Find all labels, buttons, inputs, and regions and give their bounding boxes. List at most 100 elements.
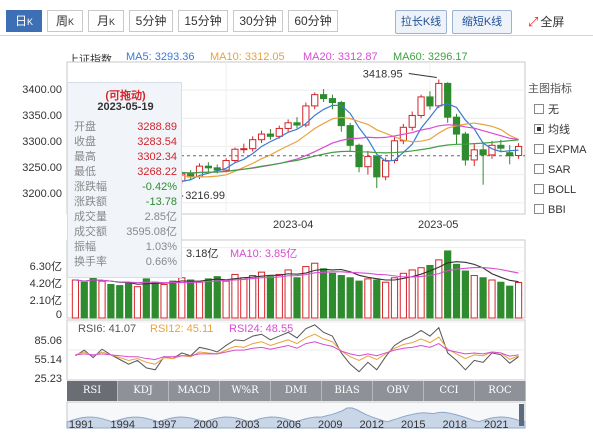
candle[interactable] <box>275 125 283 139</box>
checkbox[interactable] <box>534 144 544 154</box>
volume-bar[interactable] <box>497 281 505 319</box>
volume-bar[interactable] <box>390 277 399 319</box>
candle[interactable] <box>231 147 239 163</box>
stretch-kline-button[interactable]: 拉长K线 <box>395 10 447 34</box>
candle[interactable] <box>249 136 257 152</box>
volume-bar[interactable] <box>373 279 381 319</box>
volume-bar[interactable] <box>98 280 106 319</box>
checkbox[interactable] <box>534 184 544 194</box>
tab-indicator-w%r[interactable]: W%R <box>220 381 271 401</box>
volume-bar[interactable] <box>107 283 115 319</box>
candle[interactable] <box>222 158 230 173</box>
candle[interactable] <box>346 122 354 151</box>
candle[interactable] <box>426 91 434 110</box>
candle[interactable] <box>390 136 399 164</box>
tab-indicator-macd[interactable]: MACD <box>169 381 220 401</box>
indicator-option-3[interactable]: SAR <box>534 164 571 178</box>
candle[interactable] <box>257 130 266 144</box>
volume-bar[interactable] <box>151 281 159 319</box>
volume-bar[interactable] <box>125 282 133 319</box>
volume-bar[interactable] <box>337 275 345 319</box>
volume-bar[interactable] <box>408 269 416 319</box>
volume-bar[interactable] <box>328 272 337 319</box>
volume-bar[interactable] <box>187 279 195 319</box>
volume-bar[interactable] <box>346 277 354 319</box>
tab-period-6[interactable]: 60分钟 <box>288 10 338 32</box>
volume-bar[interactable] <box>311 262 319 319</box>
tab-period-4[interactable]: 15分钟 <box>178 10 228 32</box>
tab-period-0[interactable]: 日K <box>6 10 42 32</box>
candle[interactable] <box>408 111 416 131</box>
candle[interactable] <box>444 82 452 123</box>
candle[interactable] <box>470 143 478 167</box>
volume-bar[interactable] <box>302 266 310 319</box>
candle[interactable] <box>373 154 381 189</box>
candle[interactable] <box>319 89 328 102</box>
shrink-kline-button[interactable]: 缩短K线 <box>452 10 512 34</box>
volume-bar[interactable] <box>222 280 230 319</box>
volume-bar[interactable] <box>116 285 124 319</box>
volume-bar[interactable] <box>461 270 469 319</box>
volume-bar[interactable] <box>382 281 390 319</box>
tab-indicator-kdj[interactable]: KDJ <box>118 381 169 401</box>
fullscreen-button[interactable]: ⤢ 全屏 <box>528 13 564 30</box>
tab-indicator-rsi[interactable]: RSI <box>67 381 118 401</box>
candle[interactable] <box>204 162 212 172</box>
indicator-option-2[interactable]: EXPMA <box>534 144 587 158</box>
candle[interactable] <box>435 79 443 109</box>
candle[interactable] <box>266 128 275 140</box>
volume-bar[interactable] <box>257 271 266 319</box>
volume-bar[interactable] <box>506 285 514 319</box>
data-tooltip[interactable]: (可拖动) 2023-05-19 开盘 3288.89 收盘 3283.54 最高 330… <box>67 82 182 278</box>
volume-bar[interactable] <box>514 281 523 319</box>
volume-bar[interactable] <box>160 283 168 319</box>
candle[interactable] <box>506 145 514 165</box>
volume-bar[interactable] <box>231 273 239 319</box>
volume-bar[interactable] <box>71 279 80 319</box>
candle[interactable] <box>284 119 292 132</box>
volume-bar[interactable] <box>195 281 204 319</box>
volume-bar[interactable] <box>275 273 283 319</box>
tab-period-2[interactable]: 月K <box>88 10 124 32</box>
indicator-option-0[interactable]: 无 <box>534 104 559 118</box>
volume-bar[interactable] <box>364 278 372 319</box>
candle[interactable] <box>240 143 248 154</box>
volume-bar[interactable] <box>435 259 443 319</box>
volume-bar[interactable] <box>142 278 150 319</box>
checkbox[interactable] <box>534 164 544 174</box>
volume-bar[interactable] <box>444 250 452 319</box>
volume-bar[interactable] <box>319 268 328 319</box>
volume-bar[interactable] <box>133 286 142 319</box>
candle[interactable] <box>311 92 319 110</box>
volume-bar[interactable] <box>479 277 487 319</box>
candle[interactable] <box>417 94 425 119</box>
volume-bar[interactable] <box>452 263 461 319</box>
tab-indicator-cci[interactable]: CCI <box>424 381 475 401</box>
candle[interactable] <box>479 141 487 185</box>
volume-bar[interactable] <box>266 276 275 319</box>
volume-bar[interactable] <box>240 277 248 319</box>
candle[interactable] <box>461 131 469 166</box>
volume-bar[interactable] <box>249 275 257 319</box>
tab-indicator-roc[interactable]: ROC <box>475 381 526 401</box>
tab-indicator-obv[interactable]: OBV <box>373 381 424 401</box>
tab-indicator-bias[interactable]: BIAS <box>322 381 373 401</box>
volume-bar[interactable] <box>399 272 407 319</box>
volume-bar[interactable] <box>89 277 97 319</box>
candle[interactable] <box>293 117 301 129</box>
candle[interactable] <box>328 94 337 110</box>
volume-bar[interactable] <box>293 277 301 319</box>
indicator-option-4[interactable]: BOLL <box>534 184 576 198</box>
volume-bar[interactable] <box>417 267 425 319</box>
volume-bar[interactable] <box>426 264 434 319</box>
tab-period-5[interactable]: 30分钟 <box>233 10 283 32</box>
volume-bar[interactable] <box>80 281 88 319</box>
volume-bar[interactable] <box>488 279 496 319</box>
volume-bar[interactable] <box>470 275 478 319</box>
indicator-option-1[interactable]: 均线 <box>534 124 570 138</box>
checkbox[interactable] <box>534 124 544 134</box>
volume-bar[interactable] <box>355 280 363 319</box>
tab-indicator-dmi[interactable]: DMI <box>271 381 322 401</box>
tab-period-3[interactable]: 5分钟 <box>129 10 173 32</box>
tab-period-1[interactable]: 周K <box>47 10 83 32</box>
